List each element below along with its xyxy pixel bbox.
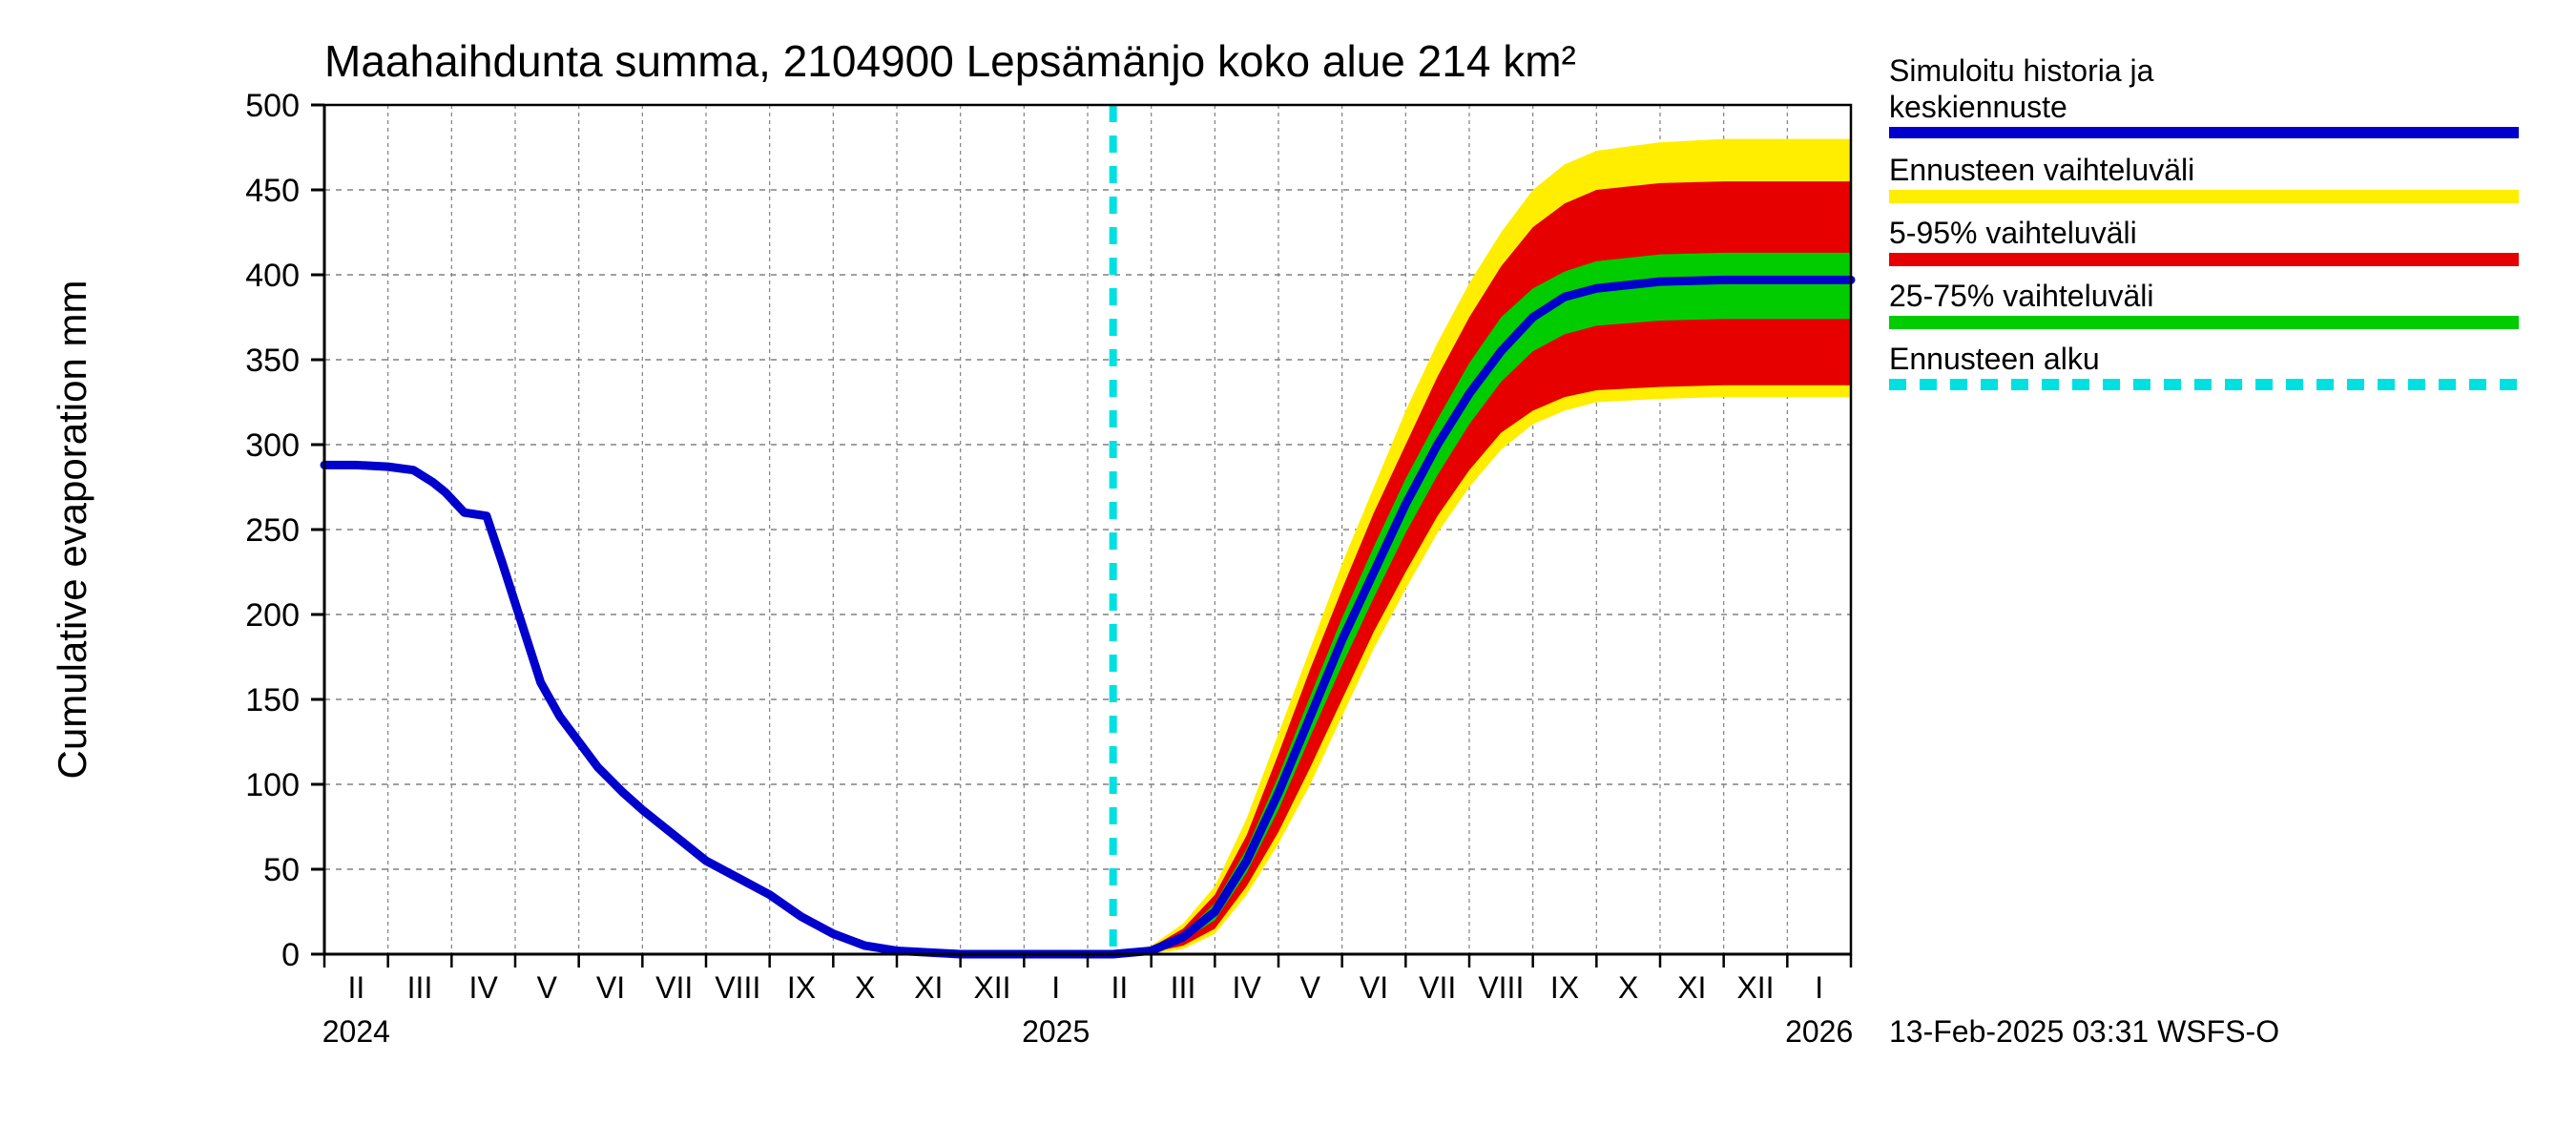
forecast-bands	[1113, 139, 1851, 954]
legend-swatch	[1889, 316, 2519, 329]
legend-label: 5-95% vaihteluväli	[1889, 216, 2137, 250]
x-month-label: XI	[1677, 970, 1706, 1005]
x-month-label: IV	[469, 970, 499, 1005]
x-month-label: IX	[1550, 970, 1579, 1005]
x-axis: IIIIIIVVVIVIIVIIIIXXXIXIIIIIIIIIVVVIVIIV…	[322, 954, 1854, 1049]
y-tick-label: 400	[245, 258, 300, 294]
y-axis: 0 50 100 150 200 250 300 350 400 450 500	[245, 88, 324, 973]
x-month-label: VII	[655, 970, 693, 1005]
x-month-label: V	[537, 970, 558, 1005]
x-month-label: II	[1111, 970, 1128, 1005]
y-tick-label: 350	[245, 343, 300, 379]
legend: Simuloitu historia jakeskiennuste Ennuste…	[1889, 53, 2519, 385]
y-tick-label: 300	[245, 427, 300, 464]
y-tick-label: 250	[245, 512, 300, 549]
x-month-label: VI	[1360, 970, 1388, 1005]
y-tick-label: 100	[245, 767, 300, 803]
chart-svg: 050100150200250300350400450500IIIIIIVVVI…	[0, 0, 2576, 1145]
x-month-label: VIII	[715, 970, 760, 1005]
legend-label: 25-75% vaihteluväli	[1889, 279, 2154, 313]
y-tick-label: 0	[281, 937, 300, 973]
x-month-label: XI	[914, 970, 943, 1005]
x-month-label: I	[1815, 970, 1823, 1005]
legend-swatch	[1889, 190, 2519, 203]
y-axis-title: Cumulative evaporation mm	[50, 281, 94, 780]
x-month-label: X	[1618, 970, 1638, 1005]
x-month-label: VII	[1419, 970, 1456, 1005]
legend-label: Simuloitu historia ja	[1889, 53, 2154, 88]
x-month-label: XII	[1736, 970, 1774, 1005]
x-month-label: IV	[1233, 970, 1262, 1005]
x-month-label: VIII	[1478, 970, 1524, 1005]
x-month-label: III	[407, 970, 433, 1005]
legend-label: keskiennuste	[1889, 90, 2067, 124]
x-year-label: 2025	[1022, 1014, 1090, 1049]
x-month-label: X	[855, 970, 875, 1005]
chart-title: Maahaihdunta summa, 2104900 Lepsämänjo k…	[324, 36, 1576, 86]
x-month-label: III	[1171, 970, 1196, 1005]
x-month-label: II	[347, 970, 364, 1005]
x-month-label: I	[1051, 970, 1060, 1005]
legend-label: Ennusteen alku	[1889, 342, 2100, 376]
x-year-label: 2024	[322, 1014, 390, 1049]
footer-text: 13-Feb-2025 03:31 WSFS-O	[1889, 1014, 2279, 1049]
legend-label: Ennusteen vaihteluväli	[1889, 153, 2194, 187]
x-month-label: VI	[596, 970, 625, 1005]
x-month-label: V	[1300, 970, 1321, 1005]
y-tick-label: 450	[245, 173, 300, 209]
chart-container: 050100150200250300350400450500IIIIIIVVVI…	[0, 0, 2576, 1145]
x-month-label: XII	[973, 970, 1010, 1005]
x-month-label: IX	[787, 970, 816, 1005]
y-tick-label: 500	[245, 88, 300, 124]
legend-swatch	[1889, 253, 2519, 266]
y-tick-label: 150	[245, 682, 300, 718]
y-tick-label: 200	[245, 597, 300, 634]
y-tick-label: 50	[263, 852, 300, 888]
x-year-label: 2026	[1785, 1014, 1853, 1049]
